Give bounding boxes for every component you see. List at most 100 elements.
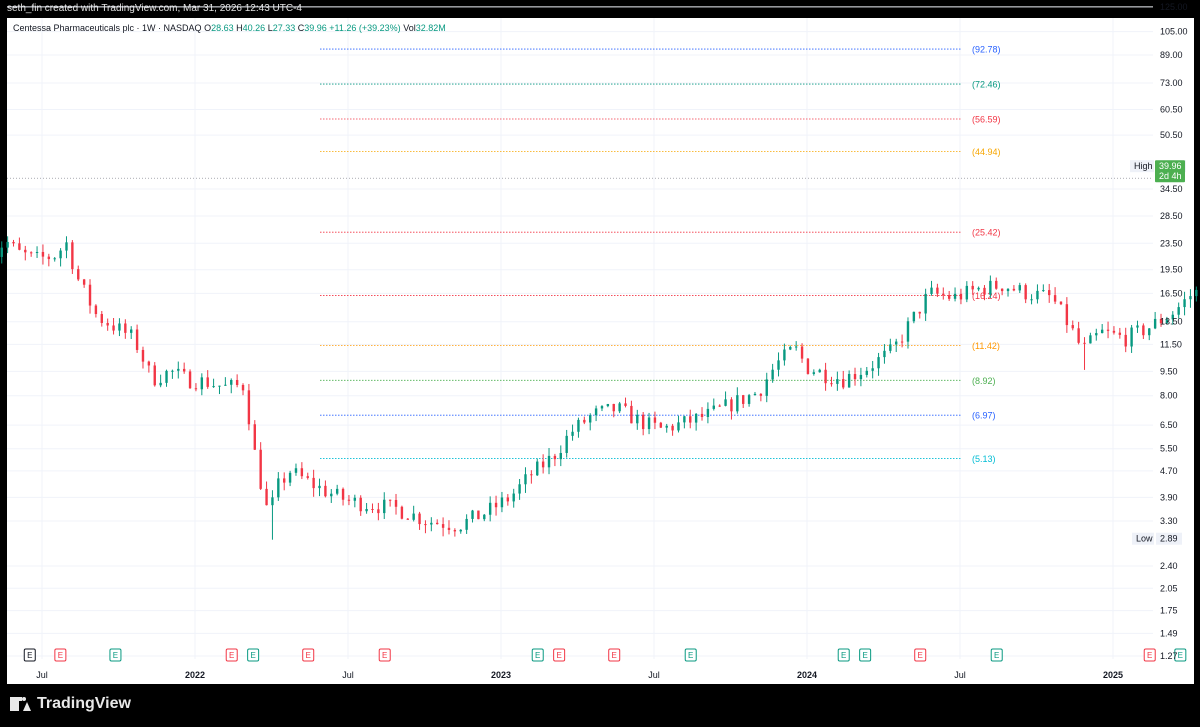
candle-body: [512, 493, 515, 502]
candle-body: [41, 251, 45, 257]
price-axis-tick: 6.50: [1160, 420, 1178, 430]
candle-body: [388, 499, 392, 501]
candle-body: [836, 379, 839, 384]
candle-body: [194, 388, 198, 390]
candle-body: [1095, 333, 1098, 336]
candle-body: [947, 295, 951, 299]
candle-body: [471, 510, 474, 519]
legend-high: 40.26: [242, 23, 266, 33]
price-axis-tick: 1.75: [1160, 606, 1178, 616]
last-price-value: 39.96: [1159, 161, 1182, 171]
earnings-marker[interactable]: [247, 648, 260, 662]
candle-body: [942, 293, 945, 296]
candle-body: [1189, 296, 1192, 300]
earnings-marker-label: E: [250, 651, 255, 660]
earnings-marker[interactable]: [378, 648, 391, 662]
candle-body: [165, 370, 168, 383]
tradingview-brand[interactable]: TradingView: [10, 695, 131, 713]
candle-body: [12, 241, 15, 244]
brand-name: TradingView: [37, 695, 131, 712]
earnings-marker[interactable]: [684, 648, 697, 662]
earnings-marker[interactable]: [54, 648, 67, 662]
earnings-marker[interactable]: [302, 648, 315, 662]
candle-body: [983, 287, 986, 295]
legend-close-label: C: [297, 23, 305, 33]
candle-body: [1071, 325, 1074, 329]
earnings-marker-label: E: [58, 651, 63, 660]
candle-body: [559, 452, 562, 460]
earnings-marker[interactable]: [837, 648, 850, 662]
candle-body: [1036, 290, 1039, 300]
price-axis[interactable]: [1153, 18, 1194, 684]
candle-body: [818, 369, 821, 373]
candle-body: [789, 346, 792, 350]
earnings-marker-label: E: [113, 651, 118, 660]
tradingview-logo-icon: [10, 697, 32, 711]
candle-body: [689, 416, 692, 423]
candle-body: [441, 524, 445, 528]
legend-vol-label: Vol: [403, 23, 416, 33]
candle-body: [1153, 318, 1157, 329]
candle-body: [694, 413, 698, 423]
time-axis-label: Jul: [954, 670, 966, 680]
price-axis-tick: 89.00: [1160, 50, 1183, 60]
candle-body: [406, 518, 409, 520]
candle-body: [683, 416, 686, 423]
chart-legend: Centessa Pharmaceuticals plc · 1W · NASD…: [13, 23, 446, 33]
candle-body: [724, 399, 727, 406]
time-axis-label: 2022: [185, 670, 205, 680]
candle-body: [118, 323, 121, 331]
earnings-marker[interactable]: [225, 648, 238, 662]
earnings-marker[interactable]: [23, 648, 36, 662]
candle-body: [1000, 288, 1004, 292]
low-value: 2.89: [1160, 534, 1178, 544]
candle-body: [224, 384, 227, 386]
candle-body: [53, 258, 56, 260]
candle-body: [824, 369, 827, 384]
candle-body: [1118, 332, 1122, 335]
candle-body: [877, 357, 880, 369]
candle-body: [306, 476, 309, 478]
candle-body: [712, 405, 715, 409]
earnings-marker[interactable]: [1174, 648, 1187, 662]
candle-body: [1100, 329, 1104, 334]
candle-body: [630, 405, 633, 424]
low-value-bg: [1156, 532, 1182, 545]
candle-body: [995, 280, 998, 289]
earnings-marker[interactable]: [608, 648, 621, 662]
chart-pane[interactable]: [7, 18, 1153, 684]
candle-body: [383, 499, 386, 514]
candle-body: [1024, 285, 1027, 300]
candle-body: [1106, 329, 1110, 331]
price-axis-tick: 9.50: [1160, 366, 1178, 376]
earnings-marker[interactable]: [914, 648, 927, 662]
candle-body: [153, 365, 156, 386]
earnings-marker[interactable]: [553, 648, 566, 662]
candle-body: [1124, 334, 1127, 347]
candle-body: [1059, 301, 1063, 305]
candle-body: [812, 372, 816, 374]
candle-body: [230, 379, 233, 385]
earnings-marker[interactable]: [109, 648, 122, 662]
candle-body: [477, 510, 480, 520]
earnings-marker[interactable]: [859, 648, 872, 662]
candle-body: [953, 293, 957, 299]
earnings-marker[interactable]: [531, 648, 544, 662]
earnings-marker-label: E: [841, 651, 846, 660]
earnings-marker[interactable]: [1143, 648, 1156, 662]
candle-body: [6, 241, 9, 248]
earnings-marker[interactable]: [990, 648, 1003, 662]
candle-body: [671, 425, 674, 431]
fib-level-label: (44.94): [972, 147, 1001, 157]
candle-body: [906, 321, 910, 342]
candle-body: [859, 374, 863, 380]
candle-body: [483, 514, 486, 520]
candle-body: [247, 390, 251, 425]
earnings-marker-label: E: [306, 651, 311, 660]
candle-body: [212, 386, 215, 388]
candle-body: [612, 403, 615, 412]
candle-body: [895, 341, 898, 345]
candle-body: [883, 350, 886, 358]
candle-body: [624, 403, 627, 406]
candle-body: [959, 293, 963, 300]
